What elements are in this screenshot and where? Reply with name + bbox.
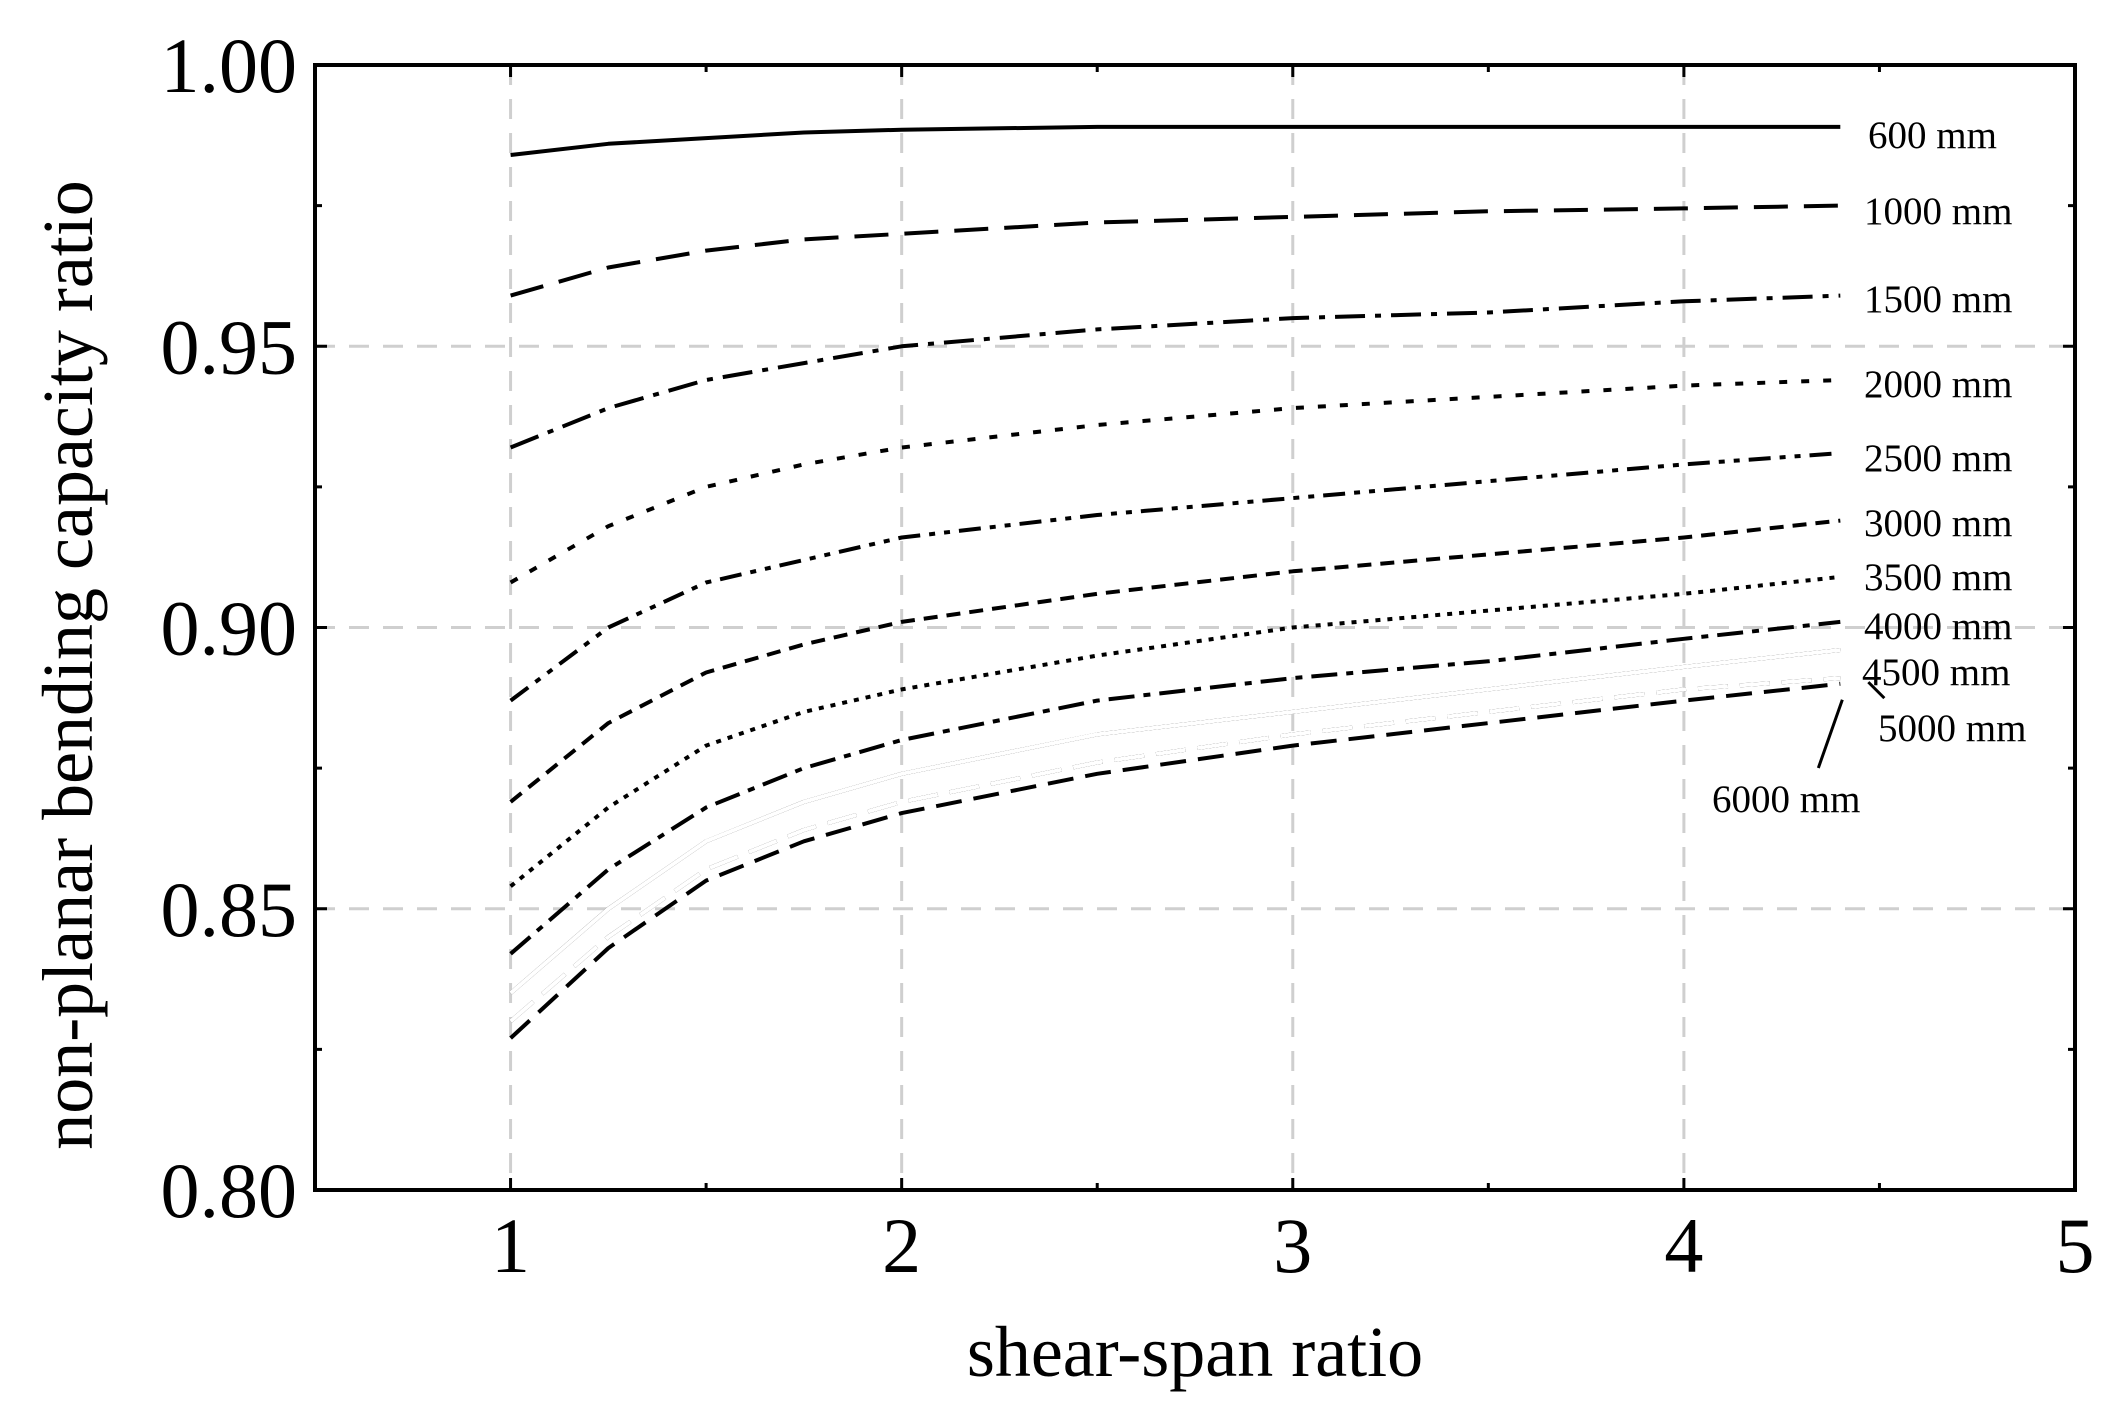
series-label-2500-mm: 2500 mm [1864, 437, 2012, 480]
y-tick-label-1.00: 1.00 [161, 22, 298, 109]
series-line-4000-mm [509, 619, 1841, 956]
y-tick-label-0.80: 0.80 [161, 1147, 298, 1234]
x-tick-label-1: 1 [491, 1202, 530, 1289]
series-line-1000-mm [510, 203, 1841, 298]
grid-layer [315, 65, 2075, 1190]
series-label-4000-mm: 4000 mm [1864, 605, 2012, 648]
series-line-4500-mm [509, 648, 1841, 995]
series-line-inner-4500-mm [509, 648, 1841, 995]
series-line-2500-mm [509, 451, 1841, 703]
series-label-1500-mm: 1500 mm [1864, 278, 2012, 321]
series-line-3000-mm [509, 518, 1841, 804]
leader-line-6000-mm [1816, 699, 1844, 769]
series-label-6000-mm: 6000 mm [1712, 778, 1860, 821]
series-label-600-mm: 600 mm [1868, 114, 1997, 157]
x-tick-label-3: 3 [1273, 1202, 1312, 1289]
y-axis-label: non-planar bending capacity ratio [28, 180, 108, 1150]
series-label-5000-mm: 5000 mm [1878, 707, 2026, 750]
x-tick-label-5: 5 [2056, 1202, 2095, 1289]
series-line-2000-mm [509, 378, 1841, 585]
y-tick-label-0.90: 0.90 [161, 585, 298, 672]
series-label-4500-mm: 4500 mm [1862, 651, 2010, 694]
y-tick-label-0.85: 0.85 [161, 866, 298, 953]
series-line-600-mm [510, 124, 1841, 157]
x-tick-label-4: 4 [1664, 1202, 1703, 1289]
y-tick-label-0.95: 0.95 [161, 303, 298, 390]
leader-line-5000-mm [1867, 681, 1886, 700]
series-line-3500-mm [509, 574, 1841, 888]
series-line-6000-mm [509, 681, 1841, 1040]
series-line-5000-mm [509, 676, 1841, 1023]
series-label-layer: 600 mm 1000 mm 1500 mm 2000 mm 2500 mm 3000 m… [1712, 114, 2026, 821]
series-line-inner-5000-mm [509, 676, 1841, 1023]
x-tick-label-2: 2 [882, 1202, 921, 1289]
series-label-3000-mm: 3000 mm [1864, 502, 2012, 545]
series-line-1500-mm [509, 293, 1841, 450]
axis-layer: 1 2 3 4 5 0.80 0.85 0.90 0.95 1.00 [161, 22, 2095, 1289]
series-label-3500-mm: 3500 mm [1864, 556, 2012, 599]
series-label-2000-mm: 2000 mm [1864, 363, 2012, 406]
series-label-1000-mm: 1000 mm [1864, 190, 2012, 233]
x-axis-label: shear-span ratio [967, 1312, 1423, 1392]
series-layer [509, 124, 1841, 1040]
